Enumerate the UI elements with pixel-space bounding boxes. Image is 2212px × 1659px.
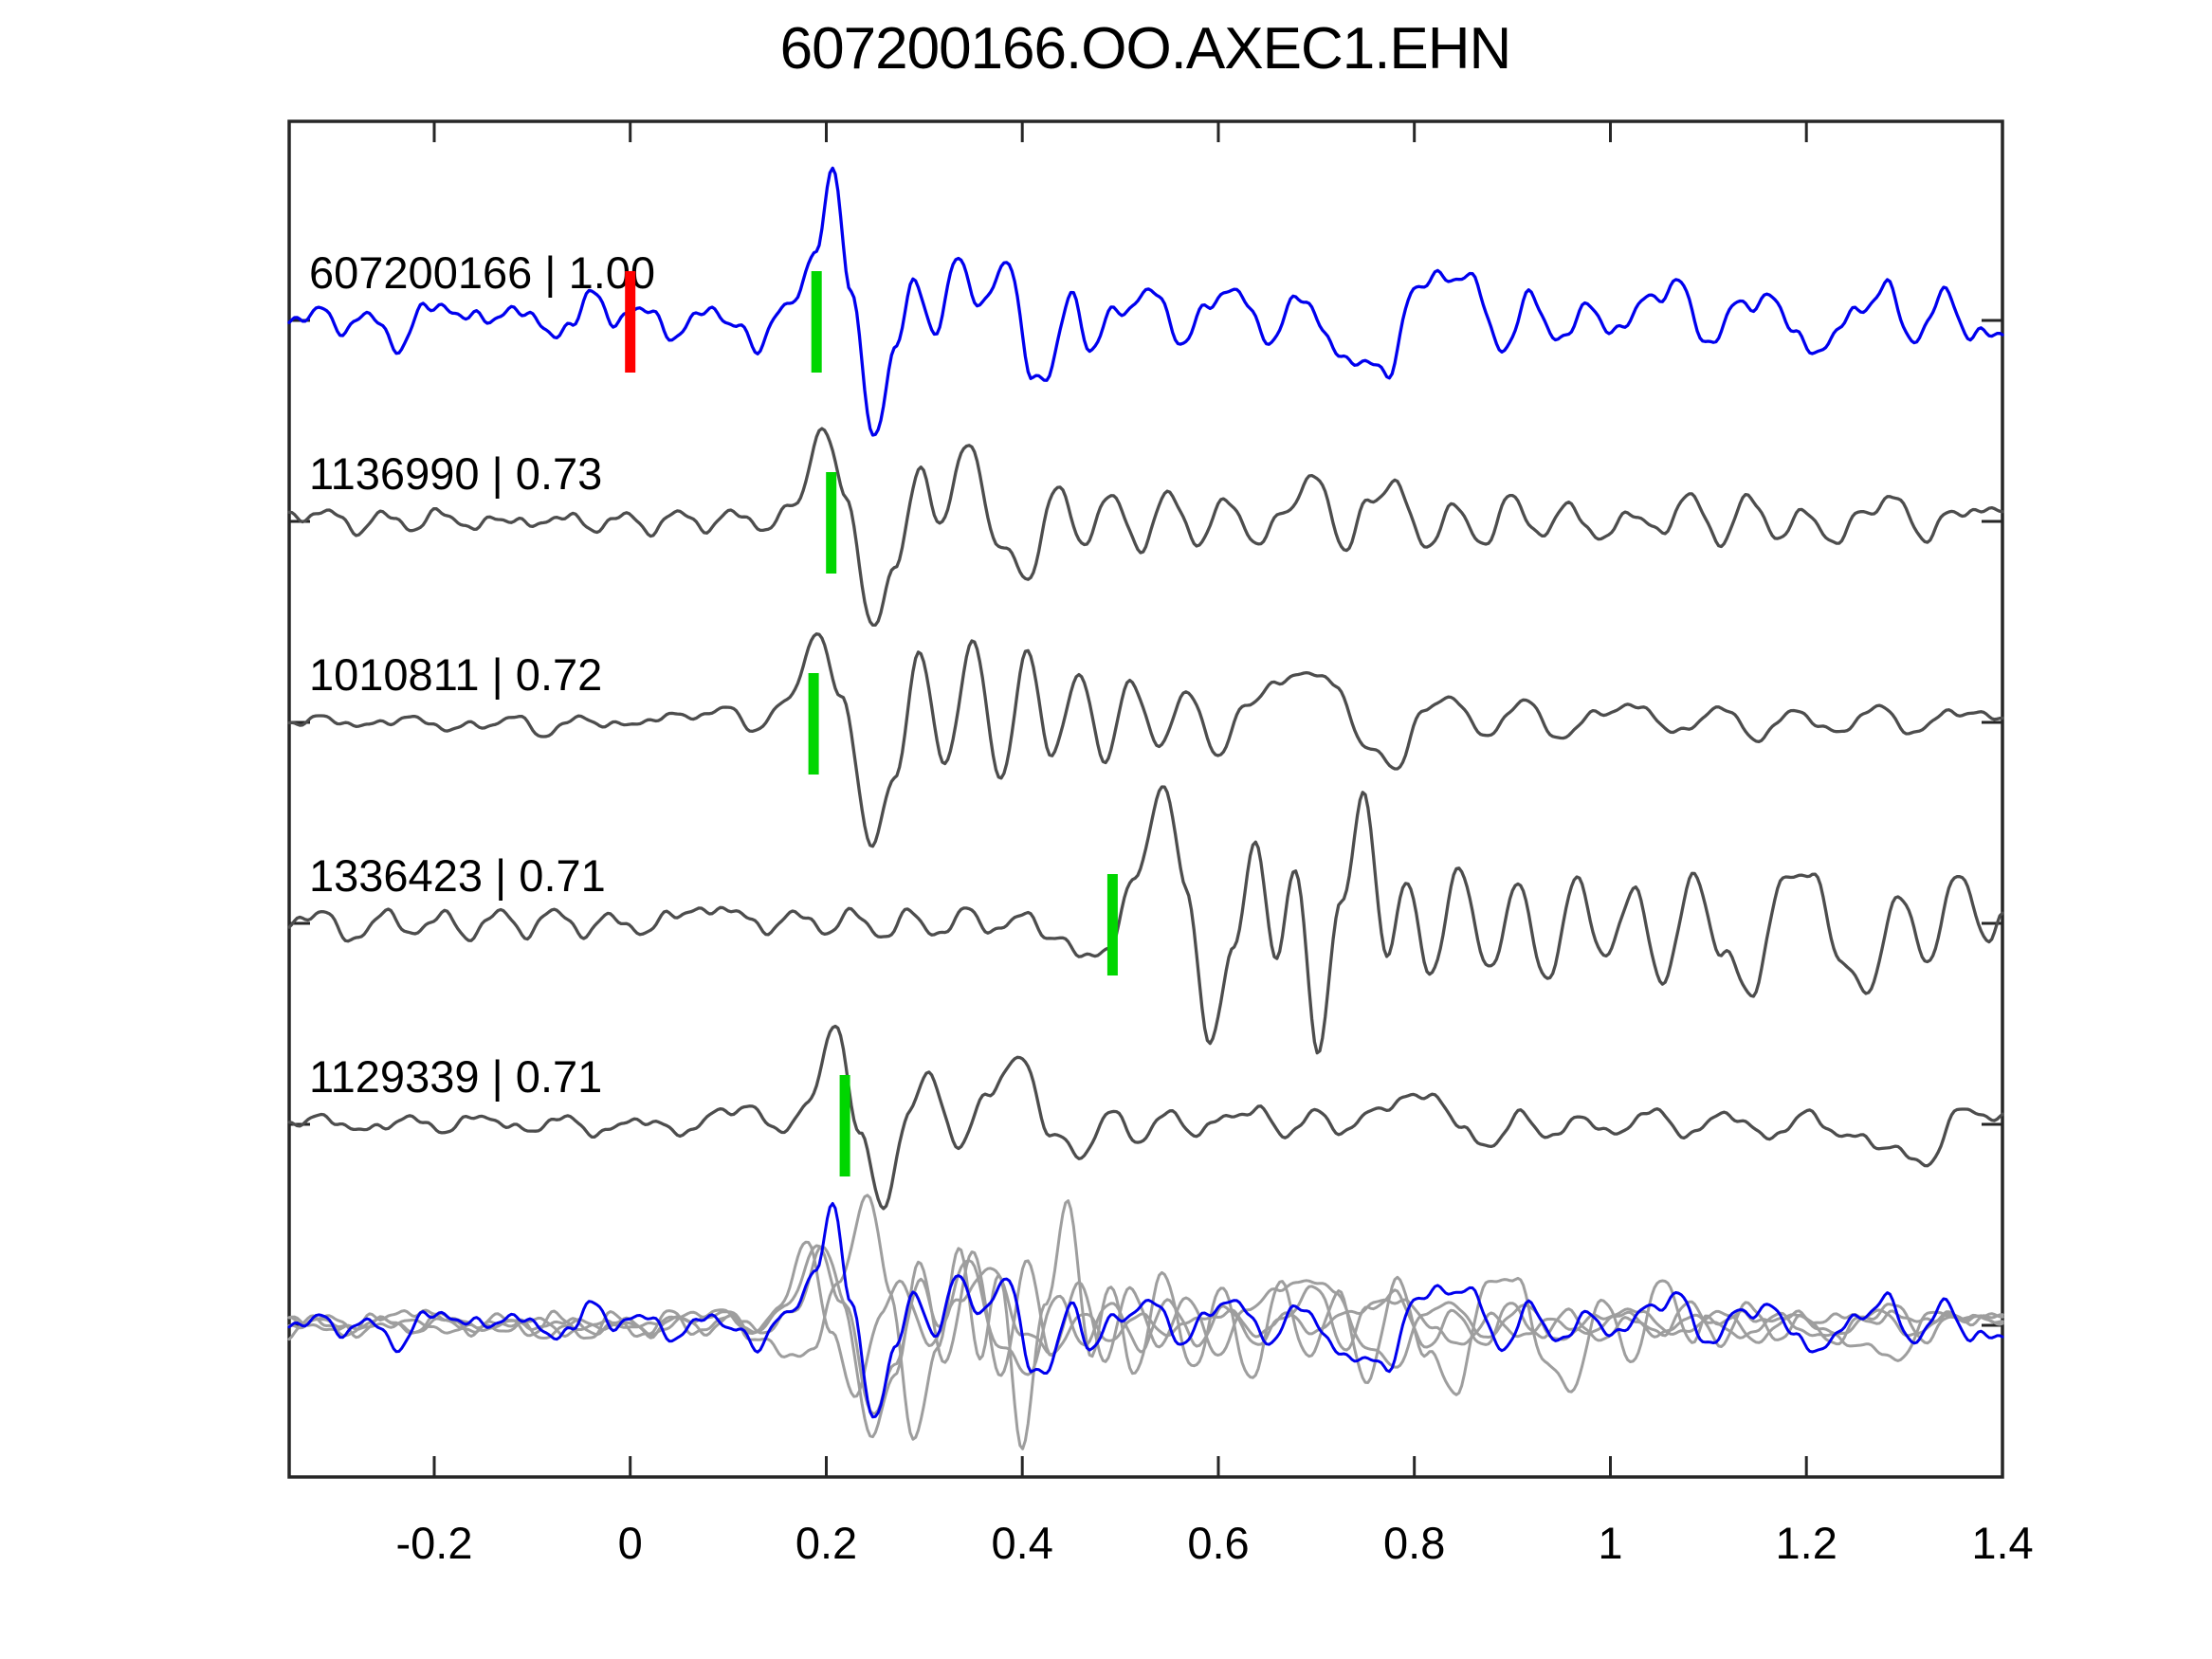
trace-waveform-607200166 xyxy=(287,166,2004,437)
x-tick-label: 0.6 xyxy=(1187,1518,1249,1568)
trace-label-1129339: 1129339 | 0.71 xyxy=(309,1051,602,1102)
pick-marker-green-607200166 xyxy=(811,271,822,373)
plot-border xyxy=(287,119,2004,1479)
pick-marker-green-1129339 xyxy=(839,1075,850,1176)
x-tick-label: 1.4 xyxy=(1971,1518,2033,1568)
x-tick-label: 0.4 xyxy=(992,1518,1053,1568)
pick-marker-green-1336423 xyxy=(1106,874,1118,975)
x-tick-label: 0.8 xyxy=(1383,1518,1445,1568)
trace-label-1136990: 1136990 | 0.73 xyxy=(309,448,602,499)
trace-waveform-1010811 xyxy=(287,632,2004,848)
trace-label-607200166: 607200166 | 1.00 xyxy=(309,247,655,298)
x-tick-label: 1.2 xyxy=(1776,1518,1837,1568)
x-tick-label: 1 xyxy=(1598,1518,1622,1568)
trace-waveform-1336423 xyxy=(287,785,2004,1055)
overlay-waveform-1129339 xyxy=(287,1240,2004,1398)
trace-waveform-1129339 xyxy=(287,1024,2004,1211)
overlay-waveform-1010811 xyxy=(287,1244,2004,1439)
chart-title: 607200166.OO.AXEC1.EHN xyxy=(779,16,1512,82)
trace-label-1336423: 1336423 | 0.71 xyxy=(309,850,606,901)
x-tick-label: 0.2 xyxy=(795,1518,857,1568)
pick-marker-red-607200166 xyxy=(625,271,636,373)
overlay-waveform-1136990 xyxy=(287,1245,2004,1415)
trace-waveform-1136990 xyxy=(287,427,2004,628)
x-tick-label: -0.2 xyxy=(396,1518,473,1568)
pick-marker-green-1136990 xyxy=(826,472,837,574)
x-tick-label: 0 xyxy=(618,1518,643,1568)
trace-label-1010811: 1010811 | 0.72 xyxy=(309,649,602,700)
pick-marker-green-1010811 xyxy=(808,673,819,775)
overlay-waveform-607200166 xyxy=(287,1202,2004,1419)
